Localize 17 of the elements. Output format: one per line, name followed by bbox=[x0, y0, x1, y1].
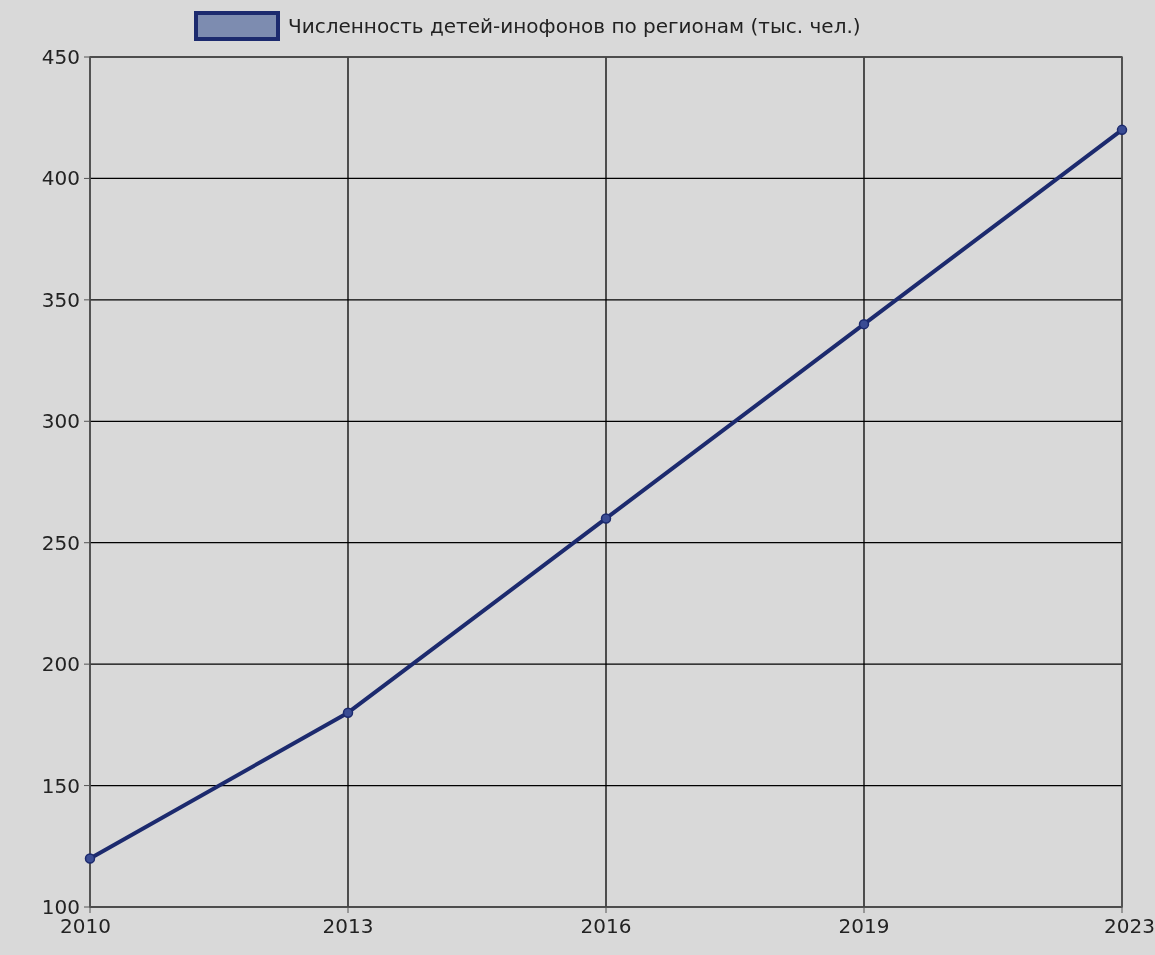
y-tick-label: 300 bbox=[41, 409, 80, 434]
point bbox=[84, 853, 96, 864]
point bbox=[1116, 124, 1128, 136]
point bbox=[600, 513, 612, 524]
point bbox=[342, 707, 354, 718]
point bbox=[858, 318, 870, 330]
y-tick-label: 450 bbox=[41, 45, 80, 69]
y-tick-label: 400 bbox=[41, 166, 80, 191]
y-tick-label: 150 bbox=[41, 773, 80, 798]
x-tick-label: 2023 bbox=[1104, 914, 1155, 938]
y-tick-label: 250 bbox=[41, 530, 80, 555]
legend-label: Численность детей-инофонов по регионам (тыс. чел.) bbox=[288, 14, 861, 38]
x-tick-label: 2013 bbox=[322, 914, 374, 938]
y-tick-label: 200 bbox=[41, 652, 80, 677]
x-tick-label: 2016 bbox=[580, 914, 632, 938]
x-tick-label: 2019 bbox=[838, 914, 890, 938]
y-tick-label: 350 bbox=[41, 287, 80, 312]
